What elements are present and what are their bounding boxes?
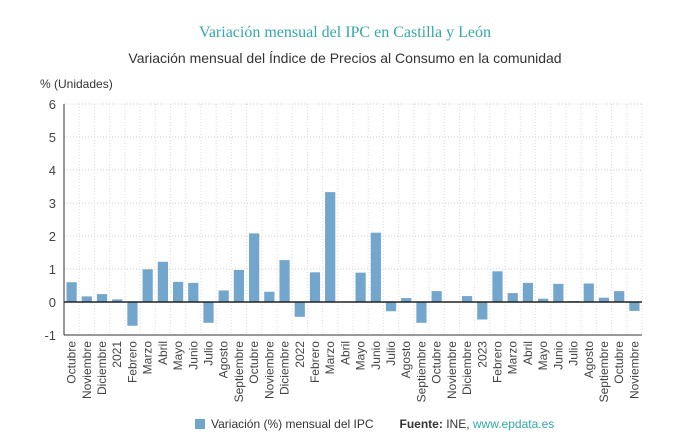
x-tick-label: Diciembre — [95, 341, 109, 395]
bar — [370, 232, 381, 302]
x-tick-label: Mayo — [354, 341, 368, 371]
bar — [81, 296, 92, 302]
bar — [218, 290, 229, 302]
source: Fuente: INE, www.epdata.es — [380, 417, 555, 431]
bar — [507, 293, 518, 302]
x-tick-label: 2023 — [475, 341, 489, 368]
y-tick-label: 6 — [49, 97, 56, 112]
source-label: Fuente: — [399, 417, 443, 431]
x-tick-label: Febrero — [125, 341, 139, 383]
bar — [264, 291, 275, 302]
x-tick-label: Julio — [567, 341, 581, 366]
y-tick-label: 5 — [49, 130, 56, 145]
x-tick-label: Junio — [369, 341, 383, 370]
x-tick-label: Febrero — [491, 341, 505, 383]
x-tick-label: 2022 — [293, 341, 307, 368]
y-tick-label: 4 — [49, 163, 56, 178]
bar — [583, 283, 594, 302]
x-tick-label: Agosto — [217, 341, 231, 379]
x-tick-label: Octubre — [430, 341, 444, 384]
source-link[interactable]: www.epdata.es — [472, 417, 555, 431]
x-tick-label: Mayo — [536, 341, 550, 371]
x-tick-label: Abril — [338, 341, 352, 365]
legend-swatch — [195, 419, 205, 429]
bar — [538, 298, 549, 302]
bar — [614, 291, 625, 302]
x-tick-label: Mayo — [171, 341, 185, 371]
x-tick-label: Julio — [384, 341, 398, 366]
bar — [522, 282, 534, 302]
x-tick-label: Septiembre — [232, 341, 246, 403]
x-tick-label: Junio — [186, 341, 200, 370]
source-text: INE, — [446, 417, 470, 431]
bar — [233, 269, 245, 302]
bar — [127, 302, 138, 326]
y-tick-label: 2 — [49, 229, 56, 244]
y-tick-label: 1 — [49, 262, 56, 277]
bar — [96, 294, 108, 302]
y-axis-label: % (Unidades) — [40, 77, 113, 91]
bar — [553, 283, 564, 302]
x-tick-label: Junio — [551, 341, 565, 370]
bar — [629, 302, 640, 311]
y-tick-label: 0 — [49, 295, 56, 310]
x-tick-label: Septiembre — [414, 341, 428, 403]
x-tick-label: Diciembre — [278, 341, 292, 395]
x-tick-label: Febrero — [308, 341, 322, 383]
x-tick-label: Septiembre — [597, 341, 611, 403]
x-tick-label: Julio — [202, 341, 216, 366]
x-tick-label: Agosto — [399, 341, 413, 379]
x-tick-label: Abril — [156, 341, 170, 365]
x-tick-label: 2021 — [110, 341, 124, 368]
bar — [461, 296, 473, 302]
x-tick-label: Diciembre — [460, 341, 474, 395]
x-tick-label: Marzo — [323, 341, 337, 375]
x-tick-label: Octubre — [247, 341, 261, 384]
x-tick-label: Noviembre — [445, 341, 459, 399]
bar — [172, 281, 184, 302]
bar — [355, 272, 366, 302]
x-tick-label: Abril — [521, 341, 535, 365]
y-tick-label: -1 — [44, 328, 56, 343]
bar — [294, 302, 305, 317]
bar — [431, 291, 442, 302]
bar — [249, 233, 260, 302]
bar — [492, 271, 503, 302]
x-tick-label: Noviembre — [80, 341, 94, 399]
x-tick-label: Marzo — [506, 341, 520, 375]
chart-title: Variación mensual del IPC en Castilla y … — [199, 24, 491, 41]
legend: Variación (%) mensual del IPC Fuente: IN… — [195, 417, 554, 431]
bar — [142, 269, 153, 302]
bar — [157, 261, 168, 302]
bar — [385, 302, 397, 312]
legend-label[interactable]: Variación (%) mensual del IPC — [211, 417, 374, 431]
bar — [112, 299, 123, 302]
x-tick-label: Noviembre — [627, 341, 641, 399]
bar — [416, 302, 427, 323]
bar — [598, 297, 610, 302]
x-tick-label: Agosto — [582, 341, 596, 379]
bar — [279, 260, 290, 302]
x-tick-label: Octubre — [65, 341, 79, 384]
bar — [309, 272, 321, 302]
bar — [325, 192, 336, 302]
x-tick-label: Marzo — [141, 341, 155, 375]
bar — [477, 302, 488, 320]
x-tick-label: Noviembre — [262, 341, 276, 399]
chart-subtitle: Variación mensual del Índice de Precios … — [128, 50, 562, 66]
y-tick-label: 3 — [49, 196, 56, 211]
bar — [401, 298, 412, 302]
bar — [66, 282, 77, 302]
x-tick-label: Octubre — [612, 341, 626, 384]
bar — [188, 282, 199, 302]
bar — [203, 302, 214, 323]
